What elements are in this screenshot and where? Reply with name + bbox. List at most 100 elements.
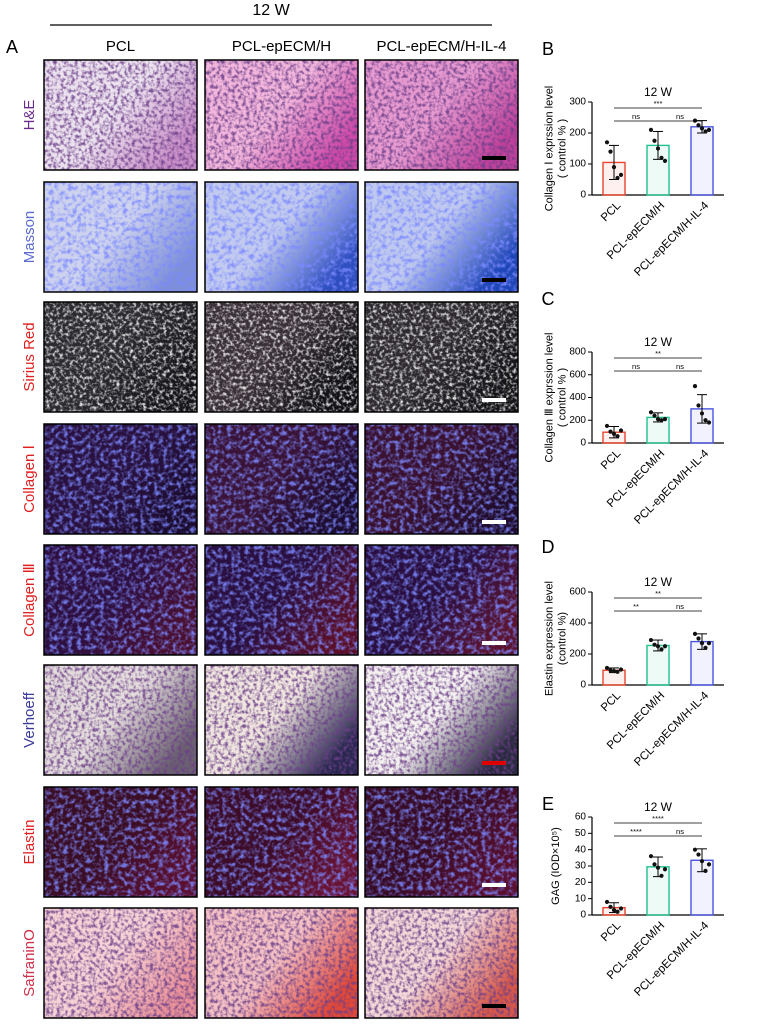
y-tick-label: 60: [575, 812, 587, 823]
micrograph-texture: [205, 60, 358, 170]
data-point: [611, 668, 617, 674]
data-point: [692, 847, 698, 852]
x-tick-label: PCL: [599, 447, 624, 472]
y-tick-label: 400: [569, 618, 586, 629]
significance-label: ***: [654, 99, 663, 108]
data-point: [659, 155, 664, 160]
panel-letter: E: [542, 794, 554, 814]
y-tick-label: 400: [569, 392, 586, 403]
bar: [690, 126, 714, 196]
significance-label: ****: [652, 814, 664, 823]
micrograph-border: [364, 423, 519, 535]
data-point: [604, 665, 610, 671]
micrograph-texture: [365, 908, 518, 1018]
figure-title: 12 W: [252, 2, 290, 19]
x-tick-label: PCL: [599, 199, 624, 224]
significance-label: ns: [676, 362, 684, 371]
significance-label: ns: [676, 827, 684, 836]
y-tick-label: 200: [569, 415, 586, 426]
micrograph-border: [364, 181, 519, 293]
micrograph-border: [43, 786, 198, 898]
micrograph-texture: [44, 787, 197, 897]
scale-bar: [482, 1004, 506, 1008]
data-point: [608, 668, 613, 673]
micrograph-border: [364, 664, 519, 776]
micrograph-texture: [205, 182, 358, 292]
column-header: PCL-epECM/H: [232, 38, 331, 55]
micrograph-border: [204, 544, 359, 656]
micrograph-texture: [44, 424, 197, 534]
micrograph-border: [204, 664, 359, 776]
micrograph-border: [204, 786, 359, 898]
micrograph-border: [43, 544, 198, 656]
data-point: [662, 644, 668, 649]
row-label: Collagen Ⅲ: [21, 563, 38, 637]
significance-label: ns: [676, 112, 684, 121]
micrograph-border: [43, 907, 198, 1019]
data-point: [615, 175, 620, 181]
column-header: PCL: [106, 38, 135, 55]
micrograph-border: [364, 907, 519, 1019]
micrograph-border: [204, 907, 359, 1019]
micrograph-texture: [44, 302, 197, 412]
y-axis-label: Elastin expression level: [543, 581, 555, 696]
micrograph-texture: [44, 60, 197, 170]
y-tick-label: 50: [575, 828, 587, 839]
y-tick-label: 10: [575, 893, 587, 904]
data-point: [611, 431, 617, 436]
micrograph-texture: [44, 182, 197, 292]
micrograph-texture: [205, 908, 358, 1018]
y-tick-label: 100: [569, 159, 586, 170]
data-point: [608, 149, 613, 154]
data-point: [655, 644, 661, 649]
data-point: [699, 126, 705, 131]
y-axis-label: ( control % ): [556, 368, 568, 427]
scale-bar: [482, 761, 506, 765]
scale-bar: [482, 278, 506, 282]
data-point: [652, 138, 657, 143]
y-tick-label: 0: [580, 680, 586, 691]
chart-title: 12 W: [644, 800, 673, 814]
x-tick-label: PCL-epECM/H-IL-4: [632, 919, 711, 998]
micrograph-texture: [44, 545, 197, 655]
data-point: [696, 123, 701, 128]
micrograph-texture: [205, 302, 358, 412]
data-point: [655, 146, 661, 151]
micrograph-border: [43, 664, 198, 776]
data-point: [662, 867, 668, 872]
micrograph-texture: [205, 545, 358, 655]
data-point: [699, 641, 705, 646]
data-point: [706, 641, 712, 646]
data-point: [699, 859, 705, 864]
row-label: Verhoeff: [21, 691, 38, 747]
micrograph-border: [204, 301, 359, 413]
significance-label: ns: [632, 362, 640, 371]
column-header: PCL-epECM/H-IL-4: [376, 38, 506, 55]
y-axis-label: Collagen Ⅰ exprssion level: [543, 86, 555, 212]
data-point: [608, 904, 613, 909]
significance-label: **: [655, 349, 661, 358]
data-point: [703, 418, 708, 423]
micrograph-border: [43, 181, 198, 293]
significance-label: ns: [676, 602, 684, 611]
micrograph-texture: [365, 665, 518, 775]
micrograph-border: [364, 59, 519, 171]
micrograph-texture: [44, 665, 197, 775]
data-point: [696, 852, 701, 857]
data-point: [659, 418, 664, 423]
data-point: [703, 868, 708, 874]
micrograph-texture: [365, 424, 518, 534]
data-point: [615, 669, 620, 674]
micrograph-border: [43, 301, 198, 413]
data-point: [703, 129, 708, 134]
data-point: [618, 667, 624, 672]
data-point: [618, 428, 624, 433]
chart-title: 12 W: [644, 335, 673, 349]
y-tick-label: 300: [569, 97, 586, 108]
data-point: [659, 647, 664, 652]
panel-letter: A: [6, 37, 18, 57]
significance-label: ****: [630, 827, 642, 836]
data-point: [703, 645, 708, 650]
y-tick-label: 0: [580, 438, 586, 449]
